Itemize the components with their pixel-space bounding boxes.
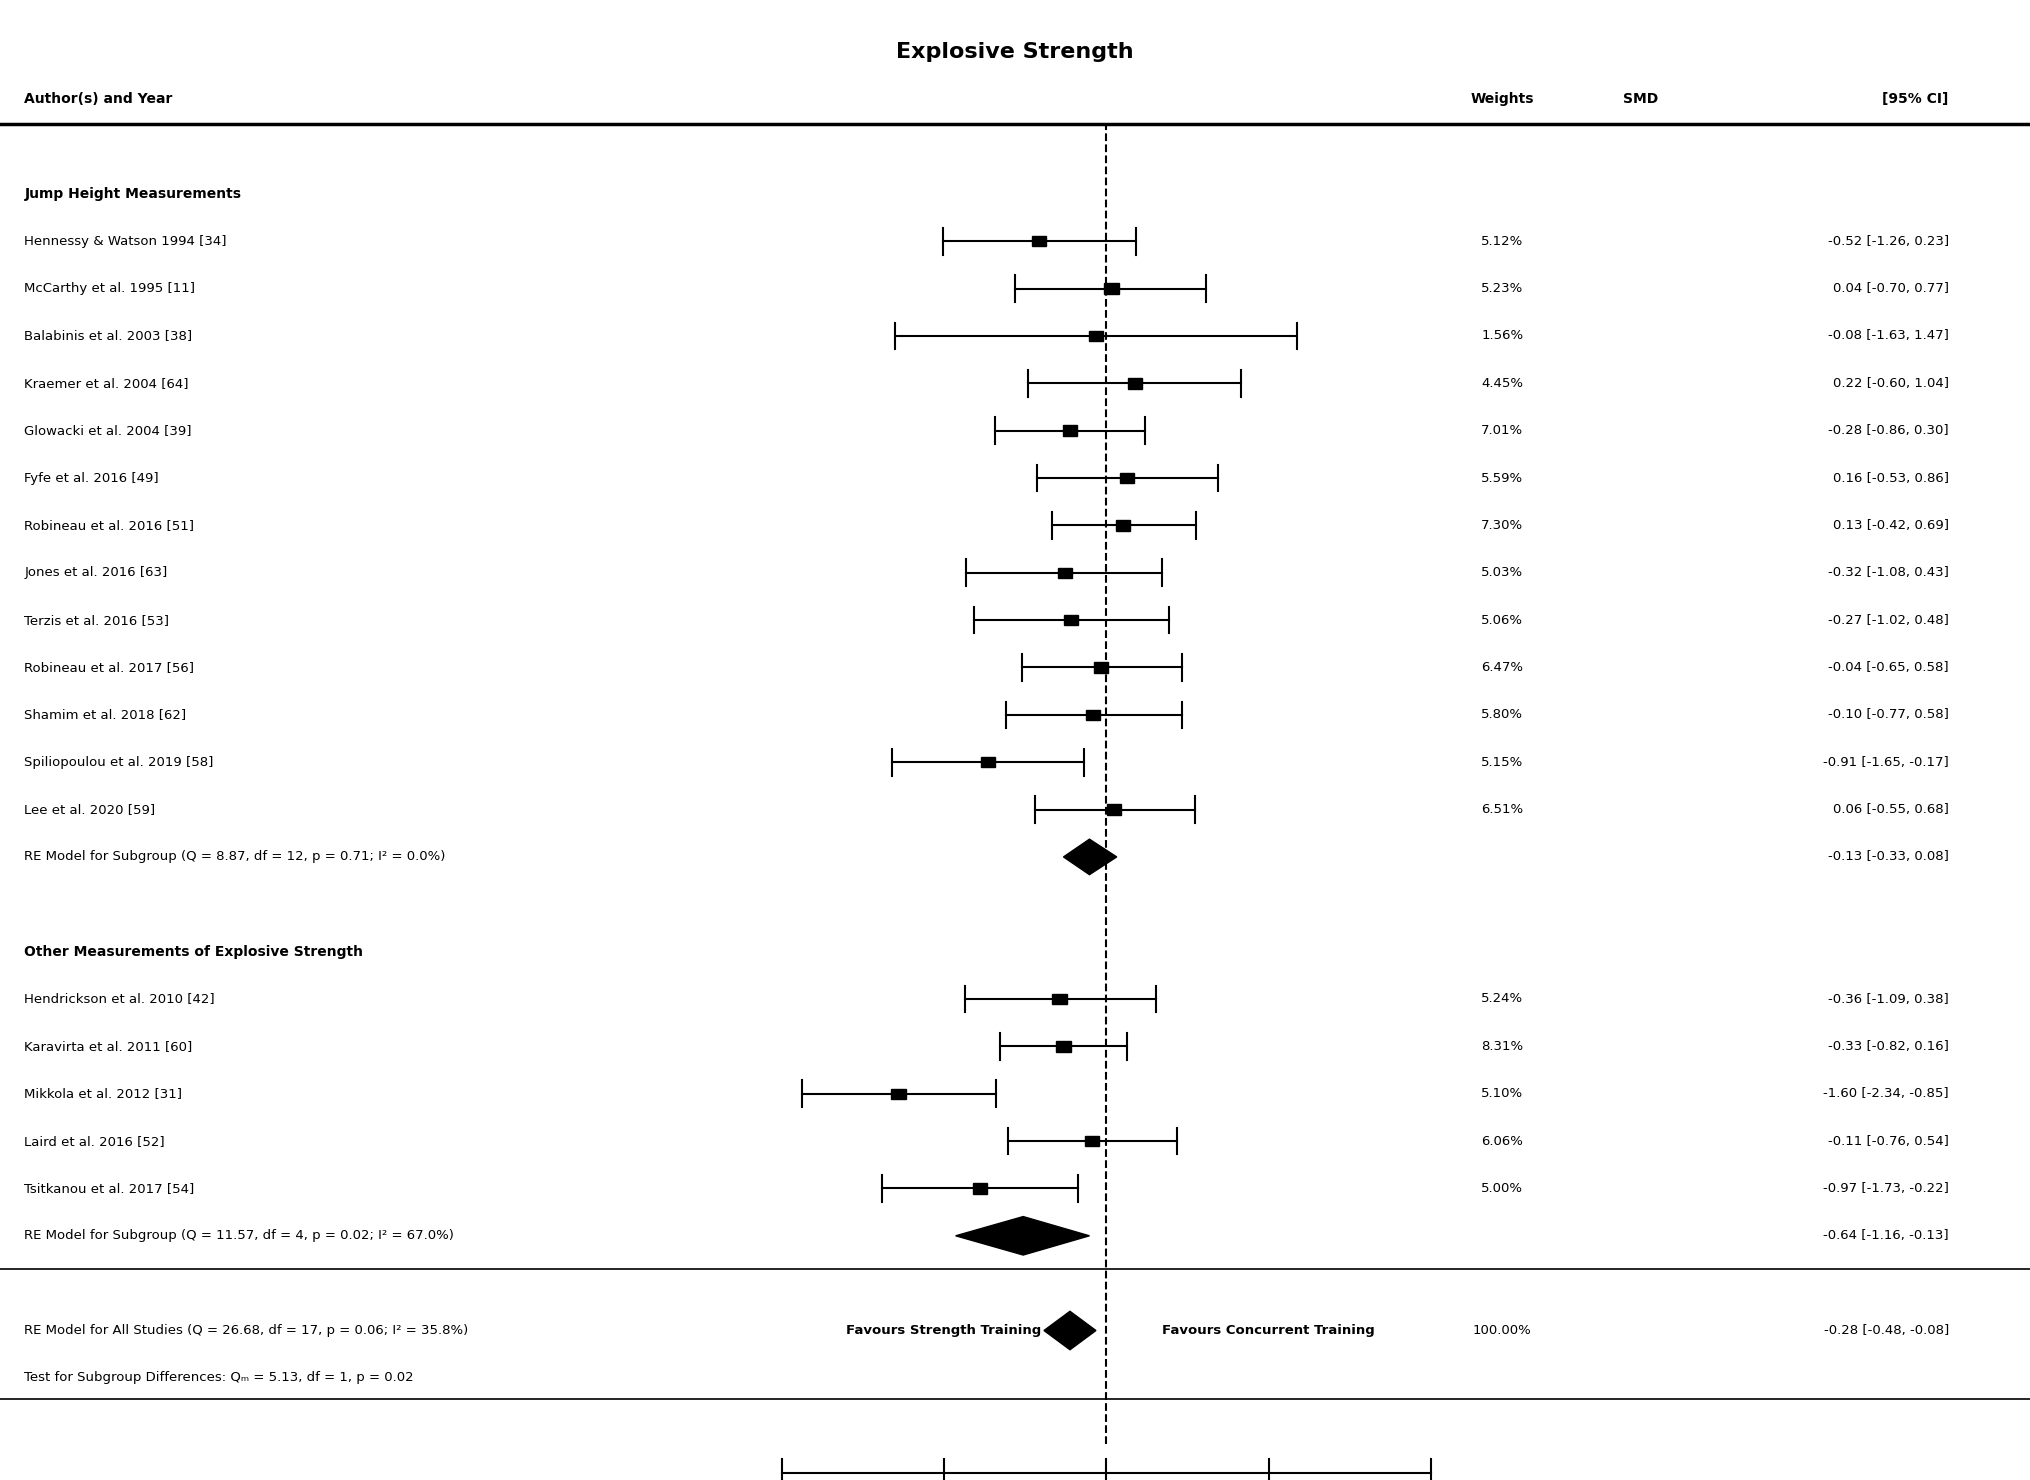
Text: 0.06 [-0.55, 0.68]: 0.06 [-0.55, 0.68] <box>1833 804 1949 815</box>
Bar <box>1094 662 1108 672</box>
Text: Balabinis et al. 2003 [38]: Balabinis et al. 2003 [38] <box>24 330 193 342</box>
Text: -0.28 [-0.86, 0.30]: -0.28 [-0.86, 0.30] <box>1829 425 1949 437</box>
Text: Hennessy & Watson 1994 [34]: Hennessy & Watson 1994 [34] <box>24 235 227 247</box>
Text: -0.28 [-0.48, -0.08]: -0.28 [-0.48, -0.08] <box>1823 1325 1949 1336</box>
Text: McCarthy et al. 1995 [11]: McCarthy et al. 1995 [11] <box>24 283 195 295</box>
Bar <box>1121 474 1135 482</box>
Text: 1.56%: 1.56% <box>1482 330 1522 342</box>
Bar <box>891 1089 905 1098</box>
Text: Test for Subgroup Differences: Qₘ = 5.13, df = 1, p = 0.02: Test for Subgroup Differences: Qₘ = 5.13… <box>24 1372 414 1384</box>
Text: Other Measurements of Explosive Strength: Other Measurements of Explosive Strength <box>24 944 363 959</box>
Text: Robineau et al. 2016 [51]: Robineau et al. 2016 [51] <box>24 519 195 531</box>
Polygon shape <box>1043 1311 1096 1350</box>
Text: 5.59%: 5.59% <box>1482 472 1522 484</box>
Polygon shape <box>956 1217 1090 1255</box>
Text: 5.10%: 5.10% <box>1482 1088 1522 1100</box>
Text: 5.03%: 5.03% <box>1482 567 1522 579</box>
Text: Fyfe et al. 2016 [49]: Fyfe et al. 2016 [49] <box>24 472 158 484</box>
Bar <box>1052 995 1066 1005</box>
Bar <box>1031 237 1045 246</box>
Bar <box>1104 284 1119 293</box>
Text: -0.32 [-1.08, 0.43]: -0.32 [-1.08, 0.43] <box>1827 567 1949 579</box>
Text: -0.52 [-1.26, 0.23]: -0.52 [-1.26, 0.23] <box>1827 235 1949 247</box>
Text: Author(s) and Year: Author(s) and Year <box>24 92 173 107</box>
Text: 0.16 [-0.53, 0.86]: 0.16 [-0.53, 0.86] <box>1833 472 1949 484</box>
Text: -0.97 [-1.73, -0.22]: -0.97 [-1.73, -0.22] <box>1823 1183 1949 1194</box>
Text: 5.06%: 5.06% <box>1482 614 1522 626</box>
Bar <box>1084 1137 1098 1146</box>
Text: 6.06%: 6.06% <box>1482 1135 1522 1147</box>
Text: RE Model for Subgroup (Q = 8.87, df = 12, p = 0.71; I² = 0.0%): RE Model for Subgroup (Q = 8.87, df = 12… <box>24 851 447 863</box>
Text: Karavirta et al. 2011 [60]: Karavirta et al. 2011 [60] <box>24 1040 193 1052</box>
Text: 100.00%: 100.00% <box>1474 1325 1531 1336</box>
Text: Tsitkanou et al. 2017 [54]: Tsitkanou et al. 2017 [54] <box>24 1183 195 1194</box>
Text: 0.04 [-0.70, 0.77]: 0.04 [-0.70, 0.77] <box>1833 283 1949 295</box>
Text: -0.36 [-1.09, 0.38]: -0.36 [-1.09, 0.38] <box>1829 993 1949 1005</box>
Bar <box>1129 379 1143 388</box>
Text: 7.30%: 7.30% <box>1482 519 1522 531</box>
Text: 4.45%: 4.45% <box>1482 377 1522 389</box>
Text: 0.22 [-0.60, 1.04]: 0.22 [-0.60, 1.04] <box>1833 377 1949 389</box>
Text: 6.47%: 6.47% <box>1482 662 1522 673</box>
Text: Kraemer et al. 2004 [64]: Kraemer et al. 2004 [64] <box>24 377 189 389</box>
Text: 5.23%: 5.23% <box>1482 283 1522 295</box>
Text: Favours Strength Training: Favours Strength Training <box>847 1325 1041 1336</box>
Bar <box>1088 332 1102 342</box>
Text: -1.60 [-2.34, -0.85]: -1.60 [-2.34, -0.85] <box>1823 1088 1949 1100</box>
Bar <box>980 756 995 767</box>
Bar <box>1064 426 1078 435</box>
Text: -0.27 [-1.02, 0.48]: -0.27 [-1.02, 0.48] <box>1827 614 1949 626</box>
Bar <box>1058 567 1072 577</box>
Text: -0.11 [-0.76, 0.54]: -0.11 [-0.76, 0.54] <box>1827 1135 1949 1147</box>
Text: 6.51%: 6.51% <box>1482 804 1522 815</box>
Text: Terzis et al. 2016 [53]: Terzis et al. 2016 [53] <box>24 614 168 626</box>
Text: Favours Concurrent Training: Favours Concurrent Training <box>1163 1325 1374 1336</box>
Text: 5.80%: 5.80% <box>1482 709 1522 721</box>
Text: Jump Height Measurements: Jump Height Measurements <box>24 186 242 201</box>
Text: -0.64 [-1.16, -0.13]: -0.64 [-1.16, -0.13] <box>1823 1230 1949 1242</box>
Text: -0.13 [-0.33, 0.08]: -0.13 [-0.33, 0.08] <box>1827 851 1949 863</box>
Text: RE Model for Subgroup (Q = 11.57, df = 4, p = 0.02; I² = 67.0%): RE Model for Subgroup (Q = 11.57, df = 4… <box>24 1230 455 1242</box>
Text: [95% CI]: [95% CI] <box>1882 92 1949 107</box>
Text: 5.12%: 5.12% <box>1482 235 1522 247</box>
Text: 0.13 [-0.42, 0.69]: 0.13 [-0.42, 0.69] <box>1833 519 1949 531</box>
Text: -0.33 [-0.82, 0.16]: -0.33 [-0.82, 0.16] <box>1827 1040 1949 1052</box>
Text: Lee et al. 2020 [59]: Lee et al. 2020 [59] <box>24 804 156 815</box>
Text: -0.10 [-0.77, 0.58]: -0.10 [-0.77, 0.58] <box>1827 709 1949 721</box>
Bar <box>972 1184 987 1193</box>
Text: RE Model for All Studies (Q = 26.68, df = 17, p = 0.06; I² = 35.8%): RE Model for All Studies (Q = 26.68, df … <box>24 1325 469 1336</box>
Text: 5.24%: 5.24% <box>1482 993 1522 1005</box>
Bar <box>1106 805 1121 814</box>
Bar <box>1064 616 1078 625</box>
Bar <box>1086 710 1100 721</box>
Bar <box>1116 519 1131 530</box>
Text: 5.00%: 5.00% <box>1482 1183 1522 1194</box>
Text: Shamim et al. 2018 [62]: Shamim et al. 2018 [62] <box>24 709 187 721</box>
Text: 5.15%: 5.15% <box>1482 756 1522 768</box>
Text: -0.08 [-1.63, 1.47]: -0.08 [-1.63, 1.47] <box>1827 330 1949 342</box>
Text: Spiliopoulou et al. 2019 [58]: Spiliopoulou et al. 2019 [58] <box>24 756 213 768</box>
Text: Robineau et al. 2017 [56]: Robineau et al. 2017 [56] <box>24 662 195 673</box>
Polygon shape <box>1064 839 1116 875</box>
Text: Glowacki et al. 2004 [39]: Glowacki et al. 2004 [39] <box>24 425 193 437</box>
Text: -0.91 [-1.65, -0.17]: -0.91 [-1.65, -0.17] <box>1823 756 1949 768</box>
Text: Explosive Strength: Explosive Strength <box>895 41 1135 62</box>
Text: Jones et al. 2016 [63]: Jones et al. 2016 [63] <box>24 567 168 579</box>
Text: Mikkola et al. 2012 [31]: Mikkola et al. 2012 [31] <box>24 1088 183 1100</box>
Text: 7.01%: 7.01% <box>1482 425 1522 437</box>
Text: -0.04 [-0.65, 0.58]: -0.04 [-0.65, 0.58] <box>1829 662 1949 673</box>
Text: SMD: SMD <box>1622 92 1659 107</box>
Bar <box>1056 1042 1070 1052</box>
Text: Hendrickson et al. 2010 [42]: Hendrickson et al. 2010 [42] <box>24 993 215 1005</box>
Text: Weights: Weights <box>1470 92 1535 107</box>
Text: 8.31%: 8.31% <box>1482 1040 1522 1052</box>
Text: Laird et al. 2016 [52]: Laird et al. 2016 [52] <box>24 1135 164 1147</box>
